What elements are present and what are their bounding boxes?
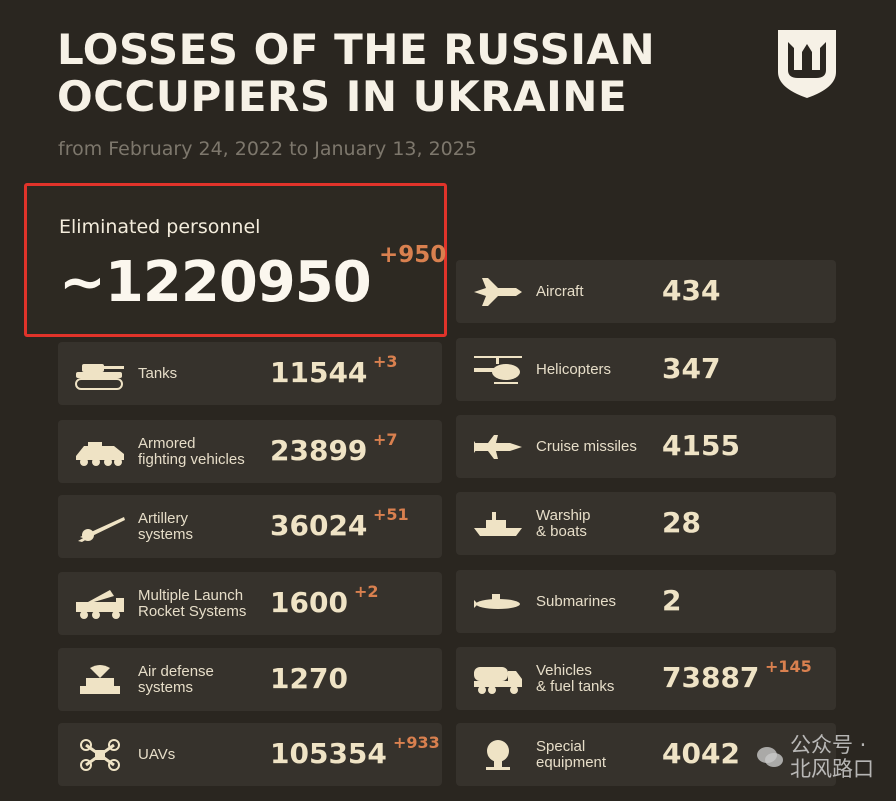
stat-value: 23899 <box>270 434 368 467</box>
drone-icon <box>80 739 120 771</box>
stat-label: Artillery systems <box>138 509 194 543</box>
stat-value: 1600 <box>270 586 348 619</box>
stat-label: Special equipment <box>536 737 607 771</box>
artillery-icon <box>78 517 125 542</box>
aircraft-icon <box>474 278 522 306</box>
stat-label: Cruise missiles <box>536 437 637 455</box>
stat-card: Warship & boats 28 <box>456 492 836 555</box>
warship-icon <box>474 512 522 536</box>
cruise-missile-icon <box>474 435 522 459</box>
stat-label: UAVs <box>138 745 176 763</box>
truck-icon <box>474 667 522 694</box>
stat-card: Multiple Launch Rocket Systems 1600 +2 <box>58 572 442 635</box>
stat-increase: +7 <box>373 430 398 449</box>
armored-vehicle-icon <box>76 442 124 466</box>
stat-value: 4042 <box>662 737 740 770</box>
stat-label: Multiple Launch Rocket Systems <box>138 586 247 620</box>
submarine-icon <box>474 594 520 609</box>
stat-value: 105354 <box>270 737 387 770</box>
stat-card: UAVs 105354 +933 <box>58 723 442 786</box>
stat-label: Submarines <box>536 592 617 610</box>
personnel-increase: +950 <box>379 242 447 268</box>
stat-value: 28 <box>662 506 701 539</box>
stat-increase: +2 <box>354 582 379 601</box>
stat-card: Aircraft 434 <box>456 260 836 323</box>
stat-label: Aircraft <box>536 282 584 300</box>
stat-card: Vehicles & fuel tanks 73887 +145 <box>456 647 836 710</box>
personnel-label: Eliminated personnel <box>59 216 261 238</box>
stat-label: Warship & boats <box>536 506 591 540</box>
stat-value: 2 <box>662 584 682 617</box>
stat-value: 36024 <box>270 509 368 542</box>
personnel-value: ~1220950 <box>59 250 372 315</box>
stat-label: Helicopters <box>536 360 612 378</box>
tank-icon <box>75 364 124 390</box>
stat-card: Artillery systems 36024 +51 <box>58 495 442 558</box>
stat-label: Vehicles & fuel tanks <box>536 661 615 695</box>
stat-increase: +933 <box>393 733 440 752</box>
page-title: LOSSES OF THE RUSSIAN OCCUPIERS IN UKRAI… <box>57 26 655 120</box>
stat-value: 347 <box>662 352 721 385</box>
special-equipment-icon <box>486 740 510 770</box>
stat-card: Armored fighting vehicles 23899 +7 <box>58 420 442 483</box>
stat-card: Tanks 11544 +3 <box>58 342 442 405</box>
wechat-icon <box>757 747 783 767</box>
stat-value: 11544 <box>270 356 368 389</box>
stat-value: 73887 <box>662 661 760 694</box>
stat-label: Armored fighting vehicles <box>138 434 245 468</box>
stat-card: Submarines 2 <box>456 570 836 633</box>
watermark-text: 公众号 · 北风路口 <box>790 733 874 781</box>
stat-increase: +3 <box>373 352 398 371</box>
stat-value: 1270 <box>270 662 348 695</box>
date-range: from February 24, 2022 to January 13, 20… <box>58 138 477 160</box>
stat-value: 4155 <box>662 429 740 462</box>
watermark: 公众号 · 北风路口 <box>756 733 892 781</box>
title-line-1: LOSSES OF THE RUSSIAN <box>57 25 656 74</box>
title-line-2: OCCUPIERS IN UKRAINE <box>57 72 628 121</box>
stat-increase: +51 <box>373 505 409 524</box>
stat-label: Air defense systems <box>138 662 214 696</box>
stat-increase: +145 <box>765 657 812 676</box>
stat-card: Helicopters 347 <box>456 338 836 401</box>
stat-label: Tanks <box>138 364 178 382</box>
stat-card: Cruise missiles 4155 <box>456 415 836 478</box>
rocket-launcher-icon <box>76 590 124 619</box>
stat-value: 434 <box>662 274 721 307</box>
air-defense-icon <box>80 665 120 694</box>
stat-card: Air defense systems 1270 <box>58 648 442 711</box>
helicopter-icon <box>474 356 522 384</box>
trident-shield-icon <box>778 30 836 98</box>
personnel-card: Eliminated personnel ~1220950 +950 <box>24 183 447 337</box>
